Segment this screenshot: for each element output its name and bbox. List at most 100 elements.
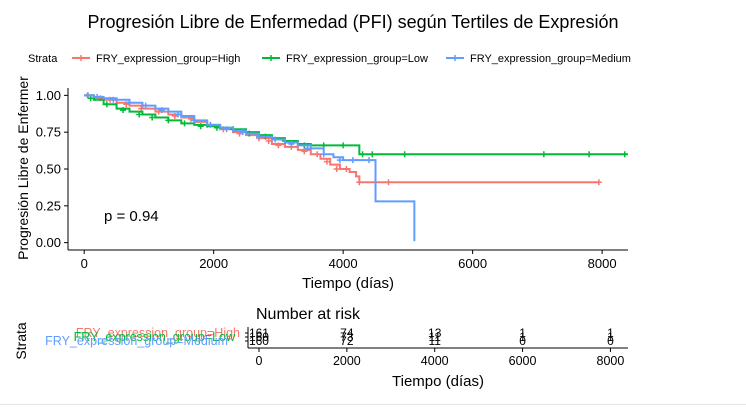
censor-mark — [149, 114, 156, 121]
y-axis: 0.00 0.25 0.50 0.75 1.00 — [36, 88, 69, 250]
legend: Strata FRY_expression_group=High FRY_expr… — [28, 53, 631, 65]
legend-label: FRY_expression_group=Medium — [470, 53, 631, 65]
censor-mark — [136, 111, 143, 118]
risk-x-tick-label: 6000 — [509, 354, 537, 368]
y-axis-label: Progresión Libre de Enfermer — [15, 76, 31, 260]
risk-count: 72 — [340, 334, 354, 348]
censor-mark — [343, 166, 350, 172]
risk-row: FRY_expression_group=Medium 160 72 11 0 0 — [45, 334, 614, 348]
censor-mark — [181, 120, 188, 127]
x-tick-label: 8000 — [588, 256, 617, 271]
risk-x-tick-label: 2000 — [333, 354, 361, 368]
censor-mark — [84, 92, 91, 99]
censor-mark — [110, 96, 117, 103]
risk-row: FRY_expression_group=High 161 74 13 1 1 — [76, 326, 614, 340]
risk-count: 160 — [249, 330, 269, 344]
risk-count: 74 — [340, 326, 354, 340]
p-value-annotation: p = 0.94 — [104, 208, 159, 225]
censor-mark — [165, 117, 172, 124]
censor-mark — [359, 151, 366, 158]
risk-count: 1 — [519, 326, 526, 340]
x-tick-label: 0 — [81, 256, 88, 271]
risk-count: 1 — [607, 330, 614, 344]
x-axis-label: Tiempo (días) — [302, 275, 394, 292]
legend-items: FRY_expression_group=High FRY_expression_… — [72, 53, 631, 65]
risk-count: 1 — [519, 330, 526, 344]
risk-count: 73 — [340, 330, 354, 344]
censor-mark — [223, 126, 230, 133]
censor-mark — [171, 112, 178, 119]
censor-mark — [272, 136, 279, 143]
x-tick-label: 4000 — [329, 256, 358, 271]
chart-title: Progresión Libre de Enfermedad (PFI) seg… — [88, 12, 619, 32]
censor-mark — [385, 179, 392, 186]
legend-item: FRY_expression_group=High — [72, 53, 240, 65]
censor-mark — [349, 157, 356, 164]
censor-mark — [94, 93, 101, 100]
risk-x-tick-label: 8000 — [597, 354, 625, 368]
risk-row: FRY_expression_group=Low 160 73 11 1 1 — [74, 330, 614, 344]
censor-mark — [255, 133, 262, 140]
legend-swatch-mark — [268, 55, 274, 61]
risk-count: 0 — [607, 334, 614, 348]
y-tick-label: 1.00 — [36, 88, 61, 103]
y-tick-label: 0.50 — [36, 162, 61, 177]
y-tick-label: 0.00 — [36, 235, 61, 250]
legend-swatch-mark — [452, 55, 458, 61]
censor-mark — [175, 111, 182, 118]
risk-count: 160 — [249, 334, 269, 348]
censor-mark — [301, 148, 308, 155]
risk-row-label: FRY_expression_group=Medium — [45, 334, 228, 348]
risk-count: 11 — [428, 334, 441, 348]
censor-mark — [595, 179, 602, 186]
risk-count: 13 — [428, 326, 442, 340]
censor-mark — [366, 157, 373, 164]
censor-mark — [340, 142, 347, 149]
risk-table-x-axis: 0 2000 4000 6000 8000 — [245, 327, 628, 368]
km-series — [84, 94, 628, 158]
risk-row-label: FRY_expression_group=High — [76, 326, 240, 340]
censor-mark — [323, 158, 330, 165]
risk-count: 161 — [249, 326, 269, 340]
censor-mark — [126, 99, 133, 106]
censor-mark — [197, 123, 204, 130]
censor-mark — [336, 157, 343, 164]
risk-row-label: FRY_expression_group=Low — [74, 330, 236, 344]
censor-mark — [191, 117, 198, 124]
censor-mark — [621, 151, 628, 158]
censor-mark — [239, 129, 246, 136]
censor-mark — [123, 101, 130, 108]
window-bottom-border — [0, 404, 746, 405]
censor-mark — [304, 145, 311, 152]
risk-table-y-label: Strata — [13, 322, 29, 360]
censor-mark — [320, 151, 327, 158]
censor-mark — [369, 151, 376, 158]
legend-swatch-mark — [78, 55, 84, 61]
censor-mark — [314, 151, 321, 158]
censor-mark — [265, 138, 272, 145]
censor-mark — [540, 151, 547, 158]
censor-mark — [103, 101, 110, 108]
km-series — [84, 92, 602, 186]
legend-label: FRY_expression_group=Low — [286, 53, 428, 65]
censor-mark — [275, 142, 282, 149]
x-axis: 0 2000 4000 6000 8000 — [68, 249, 628, 271]
x-tick-label: 6000 — [458, 256, 487, 271]
censor-mark — [288, 140, 295, 147]
risk-count: 0 — [519, 334, 526, 348]
censor-mark — [142, 102, 149, 109]
km-series — [84, 92, 416, 242]
y-tick-label: 0.25 — [36, 198, 61, 213]
risk-x-tick-label: 4000 — [421, 354, 449, 368]
main-plot: Progresión Libre de Enfermer 0.00 0.25 0.5… — [15, 76, 628, 292]
km-curve — [84, 94, 628, 156]
censor-mark — [333, 166, 340, 172]
risk-table-x-label: Tiempo (días) — [392, 373, 484, 390]
risk-table-rows: FRY_expression_group=High 161 74 13 1 1FRY_ex… — [45, 326, 614, 348]
risk-x-tick-label: 0 — [256, 354, 263, 368]
censor-mark — [586, 151, 593, 158]
y-tick-label: 0.75 — [36, 125, 61, 140]
risk-table: Number at risk Strata FRY_expression_gro… — [13, 306, 628, 390]
risk-table-title: Number at risk — [256, 306, 361, 323]
